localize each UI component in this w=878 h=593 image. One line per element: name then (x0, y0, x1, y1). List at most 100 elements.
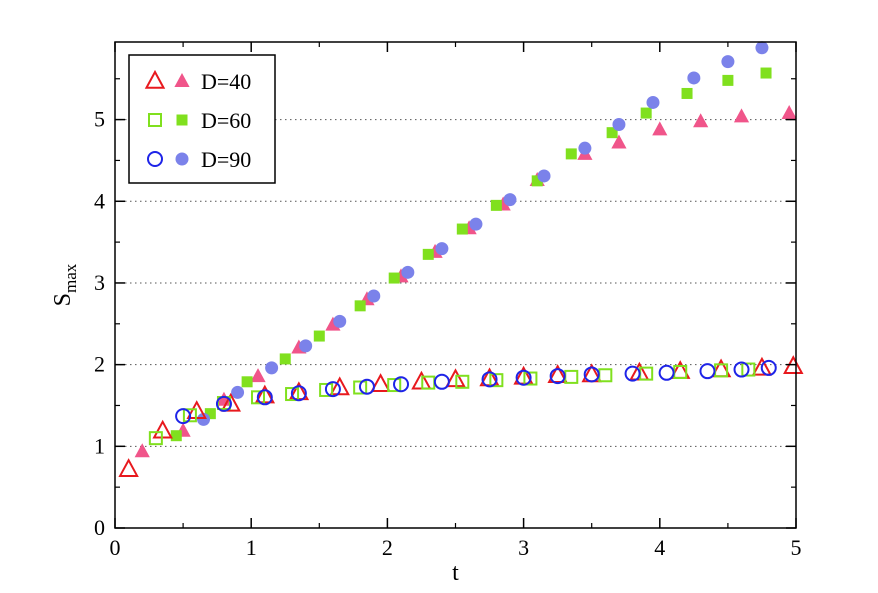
point-D90-filled (469, 217, 483, 231)
legend-label: D=60 (201, 108, 251, 133)
point-D60-open (598, 368, 613, 383)
point-D60-open (387, 378, 402, 393)
legend: D=40 D=60 D=90 (128, 54, 276, 184)
point-D40-open (118, 458, 139, 477)
y-tick-label: 2 (94, 352, 105, 377)
x-tick-label: 4 (654, 535, 665, 560)
point-D60-filled (241, 376, 253, 388)
point-D90-open (215, 395, 232, 412)
data-markers (118, 41, 804, 477)
legend-marker-filled (175, 152, 189, 166)
point-D60-filled (354, 300, 366, 312)
point-D60-filled (722, 74, 734, 86)
point-D90-open (583, 366, 600, 383)
grid-lines (115, 119, 796, 447)
point-D40-filled (134, 443, 150, 458)
point-D60-open (455, 374, 470, 389)
point-D90-filled (578, 141, 592, 155)
point-D60-open (523, 371, 538, 386)
point-D60-open (741, 362, 756, 377)
point-D60-filled (313, 330, 325, 342)
point-D90-open (175, 408, 192, 425)
point-D90-filled (687, 71, 701, 85)
point-D60-filled (760, 67, 772, 79)
point-D90-filled (721, 55, 735, 69)
legend-marker-filled (174, 73, 190, 87)
point-D60-open (353, 380, 368, 395)
point-D60-open (319, 382, 334, 397)
y-tick-label: 4 (94, 188, 105, 213)
x-axis-label: t (452, 560, 459, 586)
point-D60-filled (388, 272, 400, 284)
x-tick-label: 0 (110, 535, 121, 560)
y-axis-label-main: S (50, 293, 76, 306)
point-D90-open (433, 373, 450, 390)
point-D90-filled (333, 314, 347, 328)
point-D40-open (370, 373, 391, 392)
point-D40-filled (611, 134, 627, 149)
point-D90-open (393, 376, 410, 393)
point-D60-filled (681, 87, 693, 99)
y-axis-label-subscript: max (61, 263, 80, 293)
point-D60-filled (422, 248, 434, 260)
x-tick-label: 1 (246, 535, 257, 560)
point-D40-filled (781, 105, 797, 120)
point-D90-open (515, 369, 532, 386)
point-D90-open (324, 381, 341, 398)
y-tick-label: 5 (94, 107, 105, 132)
point-D40-filled (325, 316, 341, 331)
point-D90-filled (197, 412, 211, 426)
point-D60-filled (456, 223, 468, 235)
point-D90-filled (435, 242, 449, 256)
point-D90-filled (299, 339, 313, 353)
point-D90-open (481, 371, 498, 388)
axis-ticks: 0 1 2 3 4 5 0 1 2 3 4 5 (94, 42, 802, 560)
point-D60-open (251, 390, 266, 405)
point-D40-filled (652, 121, 668, 136)
point-D40-filled (733, 108, 750, 123)
point-D90-open (290, 385, 307, 402)
legend-marker-open (144, 69, 166, 89)
y-axis-label: Smax (50, 263, 80, 306)
point-D40-open (751, 356, 773, 376)
point-D90-open (658, 364, 675, 381)
legend-label: D=90 (201, 147, 251, 172)
point-D90-filled (231, 385, 245, 399)
point-D90-open (549, 368, 566, 385)
x-tick-label: 5 (791, 535, 802, 560)
legend-marker-filled (176, 114, 188, 126)
legend-marker-open (148, 113, 162, 127)
point-D90-filled (612, 117, 626, 131)
point-D60-open (489, 373, 504, 388)
point-D90-open (256, 389, 273, 406)
point-D90-open (358, 378, 375, 395)
point-D90-open (733, 361, 750, 378)
point-D60-open (564, 369, 579, 384)
point-D90-filled (265, 361, 279, 375)
point-D60-filled (279, 353, 291, 365)
legend-marker-open (147, 151, 163, 167)
x-tick-label: 2 (382, 535, 393, 560)
point-D60-filled (640, 107, 652, 119)
point-D60-filled (565, 148, 577, 160)
point-D90-open (699, 363, 716, 380)
point-D40-open (329, 376, 350, 396)
point-D90-filled (503, 193, 517, 207)
point-D60-open (285, 387, 300, 402)
point-D60-open (148, 431, 163, 446)
point-D60-filled (204, 408, 216, 420)
point-D90-open (624, 365, 641, 382)
x-tick-label: 3 (518, 535, 529, 560)
point-D90-filled (367, 289, 381, 303)
point-D60-filled (606, 127, 618, 139)
y-tick-label: 3 (94, 270, 105, 295)
point-D60-filled (170, 430, 182, 442)
point-D90-filled (646, 95, 660, 109)
point-D90-filled (537, 169, 551, 183)
legend-label: D=40 (201, 69, 251, 94)
point-D90-open (760, 359, 777, 376)
y-tick-label: 0 (94, 515, 105, 540)
point-D40-open (547, 364, 568, 384)
point-D40-open (220, 392, 242, 412)
